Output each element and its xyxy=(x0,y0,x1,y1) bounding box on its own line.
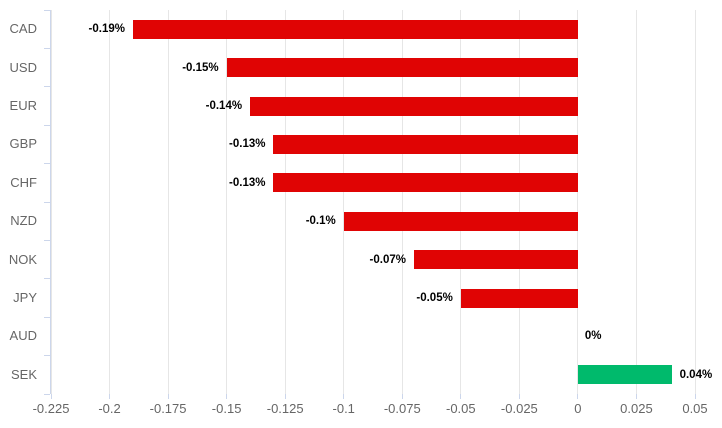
x-axis-tick xyxy=(577,394,579,399)
data-label-jpy: -0.05% xyxy=(416,292,453,304)
x-axis-tick-label: 0.025 xyxy=(620,401,653,416)
x-axis-tick-label: 0 xyxy=(574,401,582,416)
gridline xyxy=(109,10,111,394)
gridline xyxy=(343,10,345,394)
data-label-cad: -0.19% xyxy=(88,23,125,36)
bar-eur xyxy=(250,96,578,116)
x-axis-tick xyxy=(284,394,286,399)
x-axis-tick-label: 0.05 xyxy=(682,401,708,416)
x-axis-tick xyxy=(167,394,169,399)
y-axis-tick xyxy=(44,201,50,203)
data-label-nok: -0.07% xyxy=(369,253,406,266)
data-label-chf: -0.13% xyxy=(229,176,266,189)
y-axis-tick xyxy=(44,393,50,395)
category-label-gbp: GBP xyxy=(9,136,37,152)
category-label-sek: SEK xyxy=(10,366,37,382)
bar-jpy xyxy=(460,288,578,308)
category-label-nzd: NZD xyxy=(10,213,37,229)
bar-gbp xyxy=(273,134,578,154)
x-axis-tick xyxy=(109,394,111,399)
category-label-aud: AUD xyxy=(9,328,37,344)
x-axis-tick-label: -0.15 xyxy=(211,401,242,416)
x-axis-tick xyxy=(460,394,462,399)
x-axis-tick-label: -0.225 xyxy=(32,401,70,416)
bar-chf xyxy=(273,173,578,193)
y-axis-tick xyxy=(44,47,50,49)
category-label-usd: USD xyxy=(9,59,37,75)
category-label-cad: CAD xyxy=(9,21,37,37)
y-axis-tick xyxy=(44,9,50,11)
data-label-nzd: -0.1% xyxy=(305,215,336,228)
gridline xyxy=(284,10,286,394)
x-axis-tick-label: -0.1 xyxy=(332,401,355,416)
x-axis-tick xyxy=(518,394,520,399)
gridline xyxy=(635,10,637,394)
x-axis-tick-label: -0.075 xyxy=(383,401,421,416)
gridline xyxy=(167,10,169,394)
y-axis-tick xyxy=(44,124,50,126)
data-label-aud: 0% xyxy=(584,330,602,343)
bar-sek xyxy=(577,365,672,385)
data-label-gbp: -0.13% xyxy=(229,138,266,151)
y-axis-tick xyxy=(44,239,50,241)
gridline xyxy=(226,10,228,394)
bar-nzd xyxy=(343,211,578,231)
gridline xyxy=(401,10,403,394)
gridline xyxy=(577,10,579,394)
x-axis-tick xyxy=(50,394,52,399)
x-axis-tick-label: -0.2 xyxy=(98,401,121,416)
y-axis-tick xyxy=(44,355,50,357)
gridline xyxy=(50,10,52,394)
x-axis-tick-label: -0.025 xyxy=(500,401,538,416)
x-axis-tick xyxy=(694,394,696,399)
y-axis-tick xyxy=(44,316,50,318)
x-axis-tick-label: -0.05 xyxy=(445,401,476,416)
x-axis-tick xyxy=(343,394,345,399)
x-axis-tick xyxy=(635,394,637,399)
x-axis-tick xyxy=(401,394,403,399)
y-axis-tick xyxy=(44,163,50,165)
x-axis-tick-label: -0.125 xyxy=(266,401,304,416)
gridline xyxy=(460,10,462,394)
category-label-nok: NOK xyxy=(8,251,37,267)
bar-cad xyxy=(132,19,578,39)
category-label-eur: EUR xyxy=(9,98,37,113)
bar-nok xyxy=(413,250,578,270)
category-label-chf: CHF xyxy=(10,174,37,190)
y-axis-tick xyxy=(44,86,50,88)
data-label-eur: -0.14% xyxy=(205,100,243,112)
data-label-usd: -0.15% xyxy=(182,61,219,74)
data-label-sek: 0.04% xyxy=(679,368,713,381)
y-axis-tick xyxy=(44,278,50,280)
bar-usd xyxy=(226,58,578,78)
x-axis-tick-label: -0.175 xyxy=(149,401,187,416)
gridline xyxy=(694,10,696,394)
category-label-jpy: JPY xyxy=(13,290,37,305)
gridline xyxy=(518,10,520,394)
x-axis-tick xyxy=(226,394,228,399)
y-axis-line xyxy=(50,10,51,394)
